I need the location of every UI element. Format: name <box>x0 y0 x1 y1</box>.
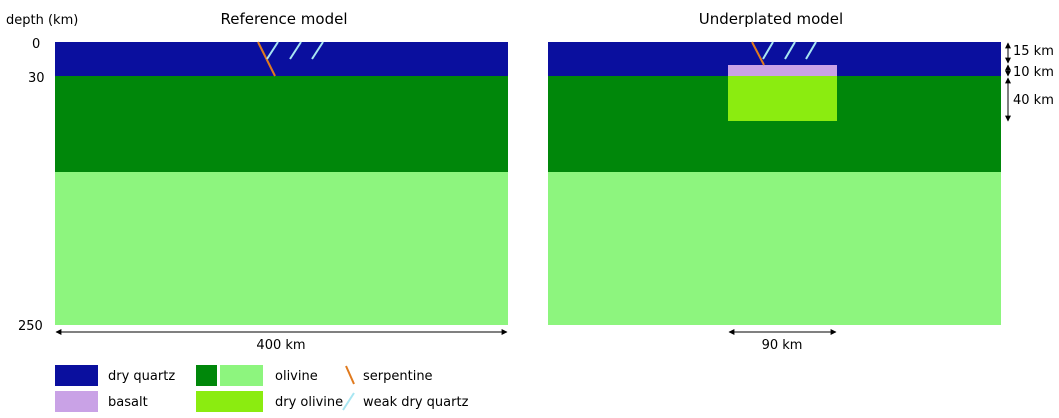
legend-serpentine-label: serpentine <box>363 369 433 384</box>
underplated-weak-quartz-fault-1 <box>762 41 774 60</box>
underplated-weak-quartz-fault-3 <box>805 41 817 60</box>
thickness-label-40: 40 km <box>1013 93 1054 108</box>
depth-tick-0: 0 <box>32 37 40 52</box>
thickness-label-15: 15 km <box>1013 44 1054 59</box>
width-label: 400 km <box>256 338 305 353</box>
reference-weak-quartz-fault-1 <box>266 41 279 60</box>
legend-olivine-dark-swatch <box>196 365 217 386</box>
underplated-model-title: Underplated model <box>699 10 843 28</box>
reference-weak-quartz-fault-2 <box>289 41 302 60</box>
legend-olivine-label: olivine <box>275 369 318 384</box>
legend-dry-olivine-swatch <box>196 391 263 412</box>
underplated-olivine-light-layer <box>548 172 1001 325</box>
legend-basalt-label: basalt <box>108 395 148 410</box>
dry-olivine-block <box>728 76 837 121</box>
depth-axis-label: depth (km) <box>6 13 78 28</box>
legend-dry-olivine-label: dry olivine <box>275 395 343 410</box>
reference-weak-quartz-fault-3 <box>311 41 324 60</box>
legend-olivine-light-swatch <box>220 365 263 386</box>
legend-serpentine-swatch <box>345 365 355 385</box>
block-width-label: 90 km <box>762 338 803 353</box>
reference-dry-quartz-layer <box>55 42 508 76</box>
reference-olivine-light-layer <box>55 172 508 325</box>
underplated-weak-quartz-fault-2 <box>784 41 796 60</box>
legend-weak-dry-quartz-label: weak dry quartz <box>363 395 469 410</box>
thickness-label-10: 10 km <box>1013 65 1054 80</box>
reference-olivine-dark-layer <box>55 76 508 172</box>
legend-dry-quartz-swatch <box>55 365 98 386</box>
reference-model <box>55 41 508 325</box>
underplated-model <box>548 41 1001 325</box>
basalt-layer <box>728 65 837 76</box>
depth-tick-250: 250 <box>18 319 43 334</box>
depth-tick-30: 30 <box>28 71 45 86</box>
thickness-markers: 15 km 10 km 40 km <box>1005 42 1054 122</box>
legend-basalt-swatch <box>55 391 98 412</box>
legend-dry-quartz-label: dry quartz <box>108 369 175 384</box>
legend-weak-dry-quartz-swatch <box>342 392 355 411</box>
legend: dry quartz olivine serpentine basalt dry… <box>55 365 469 412</box>
underplated-serpentine-fault <box>751 41 765 66</box>
reference-model-title: Reference model <box>220 10 347 28</box>
reference-serpentine-fault <box>257 41 276 77</box>
